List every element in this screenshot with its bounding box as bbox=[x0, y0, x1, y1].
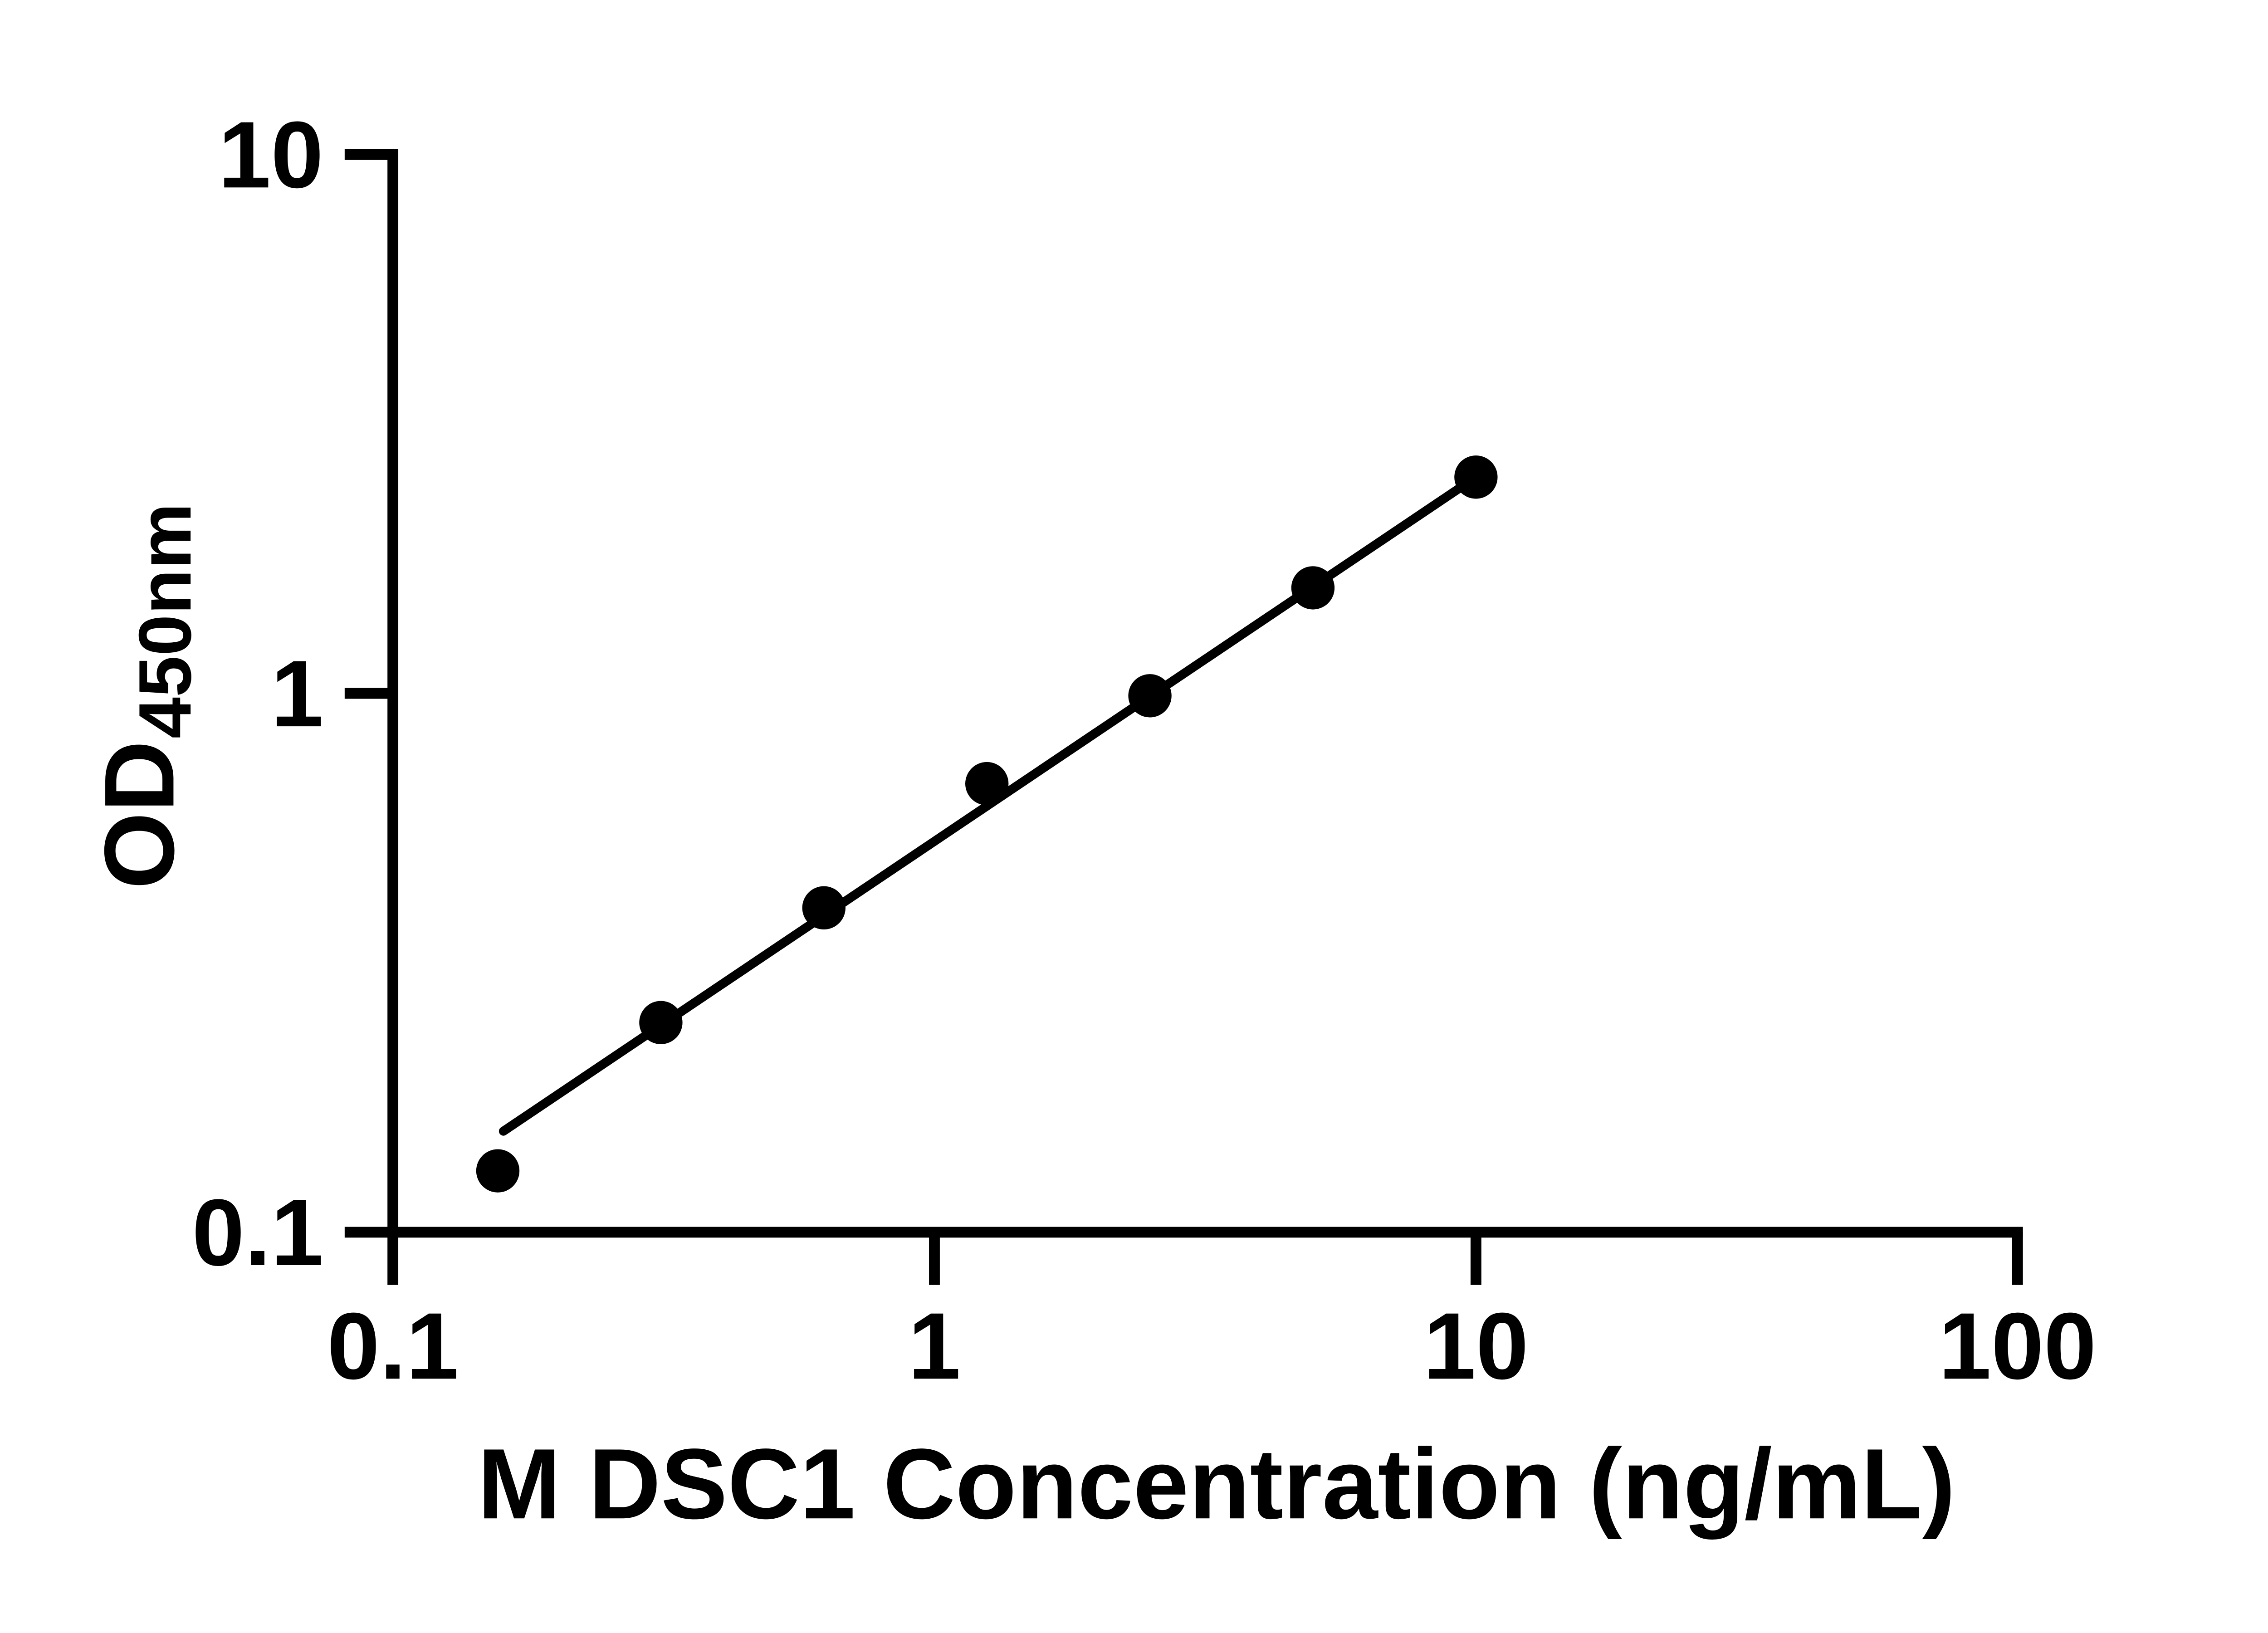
data-point bbox=[802, 886, 846, 929]
data-point bbox=[965, 762, 1009, 806]
x-tick-label: 0.1 bbox=[327, 1293, 459, 1399]
data-point bbox=[476, 1149, 520, 1193]
y-axis-title-subscript: 450nm bbox=[123, 503, 206, 738]
y-axis-title-main: OD bbox=[84, 741, 195, 890]
data-point bbox=[1128, 674, 1172, 718]
y-axis-title: OD 450nm bbox=[84, 503, 206, 889]
y-axis-ticks: 10 1 0.1 bbox=[192, 102, 393, 1286]
data-point bbox=[1291, 566, 1335, 610]
y-tick-label: 10 bbox=[218, 102, 323, 208]
x-axis-ticks: 0.1 1 10 100 bbox=[327, 1232, 2097, 1399]
data-point bbox=[639, 1001, 683, 1044]
x-tick-label: 10 bbox=[1423, 1293, 1529, 1399]
x-axis-title: M DSC1 Concentration (ng/mL) bbox=[478, 1428, 1955, 1540]
data-point bbox=[1454, 455, 1498, 499]
data-points-group bbox=[476, 455, 1498, 1193]
y-tick-label: 1 bbox=[271, 641, 323, 747]
x-tick-label: 1 bbox=[908, 1293, 961, 1399]
y-tick-label: 0.1 bbox=[192, 1180, 323, 1286]
x-tick-label: 100 bbox=[1939, 1293, 2097, 1399]
